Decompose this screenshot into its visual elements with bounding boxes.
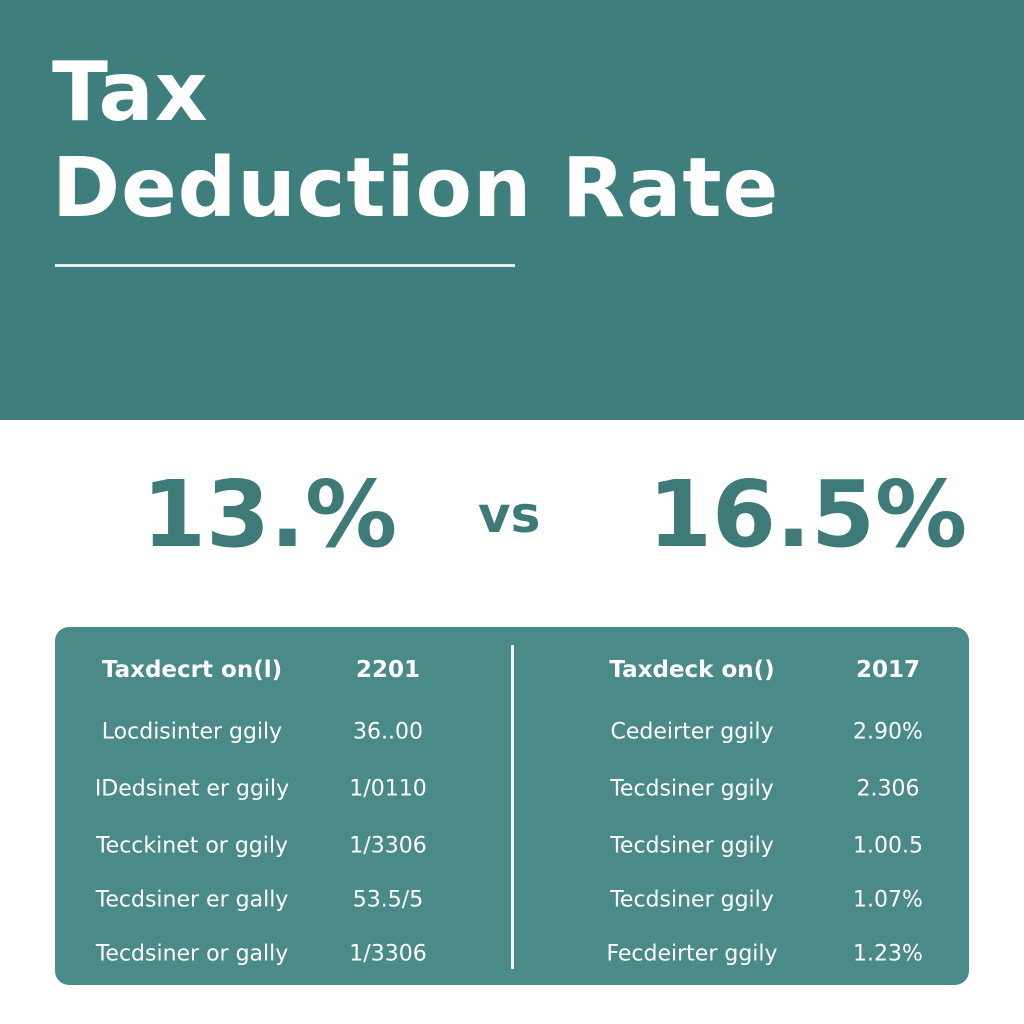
table-label: Tecdsiner er gally <box>95 887 289 913</box>
table-label: Fecdeirter ggily <box>606 941 778 967</box>
table-value: 1/0110 <box>349 776 427 802</box>
table-label: Cedeirter ggily <box>610 719 774 745</box>
table-header: 2017 <box>855 657 921 683</box>
table-header: Taxdeck on() <box>609 657 775 683</box>
table-value: 2.90% <box>853 719 923 745</box>
table-value: 1.00.5 <box>853 833 923 859</box>
table-label: Tecdsiner ggily <box>610 833 774 859</box>
table-label: Tecdsiner ggily <box>610 776 774 802</box>
table-label: Tecckinet or ggily <box>95 833 289 859</box>
table-panel: Taxdecrt on(l) 2201 Locdisinter ggily 36..0… <box>55 627 969 985</box>
table-header: 2201 <box>355 657 421 683</box>
table-value: 1/3306 <box>349 833 427 859</box>
header-band: Tax Deduction Rate <box>0 0 1024 420</box>
table-value: 1/3306 <box>349 941 427 967</box>
stat-separator: vs <box>478 486 541 544</box>
table-label: Locdisinter ggily <box>101 719 283 745</box>
stat-left: 13.% <box>142 461 398 568</box>
table-value: 1.23% <box>853 941 923 967</box>
table-value: 1.07% <box>853 887 923 913</box>
table-header: Taxdecrt on(l) <box>101 657 283 683</box>
table-label: IDedsinet er ggily <box>94 776 290 802</box>
title: Deduction Rate <box>52 141 780 236</box>
table-label: Tecdsiner ggily <box>610 887 774 913</box>
table-label: Tecdsiner or gally <box>95 941 289 967</box>
table-value: 36..00 <box>353 719 423 745</box>
divider <box>55 264 515 267</box>
stat-right: 16.5% <box>648 461 968 568</box>
table-value: 2.306 <box>856 776 920 802</box>
column-divider <box>511 645 514 969</box>
table-value: 53.5/5 <box>352 887 424 913</box>
title: Tax <box>52 45 209 140</box>
